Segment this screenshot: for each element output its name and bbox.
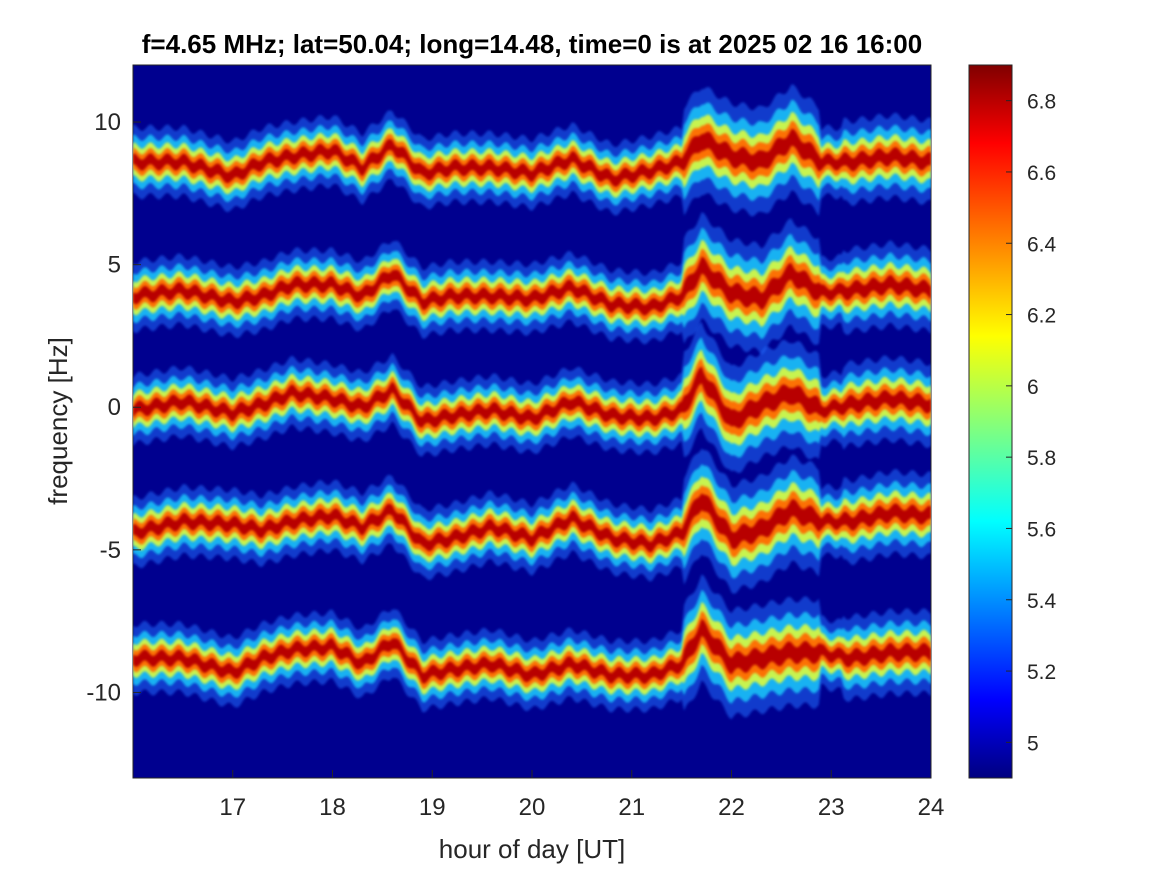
colorbar-ticks: 6.8 6.6 6.4 6.2 6 5.8 5.6 5.4 5.2 5 [1006,91,1057,755]
y-axis-label: frequency [Hz] [43,337,73,505]
colorbar-tick-label: 5.8 [1027,447,1056,470]
doppler-band [133,321,931,474]
colorbar-tick-label: 5.2 [1027,661,1056,684]
y-tick-label: 5 [108,252,121,279]
y-tick-label: -10 [86,679,121,706]
colorbar-tick-label: 6.8 [1027,91,1056,114]
doppler-band [133,448,931,594]
doppler-band [133,212,931,355]
colorbar-tick-label: 5 [1027,732,1039,755]
x-tick-label: 20 [519,794,546,821]
x-tick-label: 22 [718,794,745,821]
doppler-band-layer [133,366,931,429]
x-tick-label: 21 [618,794,645,821]
x-tick-label: 18 [319,794,346,821]
colorbar-tick-label: 5.6 [1027,518,1056,541]
chart-title: f=4.65 MHz; lat=50.04; long=14.48, time=… [142,29,922,59]
colorbar-tick-label: 6.2 [1027,305,1056,328]
x-tick-label: 17 [219,794,246,821]
colorbar-tick-label: 6 [1027,376,1039,399]
x-tick-label: 23 [818,794,845,821]
doppler-band-layer [133,129,931,187]
colorbar-tick-label: 6.4 [1027,233,1057,256]
x-axis: 17 18 19 20 21 22 23 24 [219,770,944,821]
doppler-band-layer [133,493,931,553]
colorbar-tick-label: 6.6 [1027,162,1056,185]
doppler-band-layer [133,256,931,316]
x-tick-label: 24 [918,794,945,821]
x-axis-label: hour of day [UT] [439,834,625,864]
colorbar [968,64,1013,779]
plot-bands [133,84,931,720]
x-tick-label: 19 [419,794,446,821]
y-tick-label: 10 [94,109,121,136]
doppler-band [133,84,931,217]
y-axis: 10 5 0 -5 -10 [86,109,141,706]
doppler-band-layer [133,112,931,198]
colorbar-tick-label: 5.4 [1027,590,1057,613]
doppler-band-layer [133,618,931,685]
y-tick-label: -5 [100,537,121,564]
doppler-band [133,574,931,720]
y-tick-label: 0 [108,394,121,421]
